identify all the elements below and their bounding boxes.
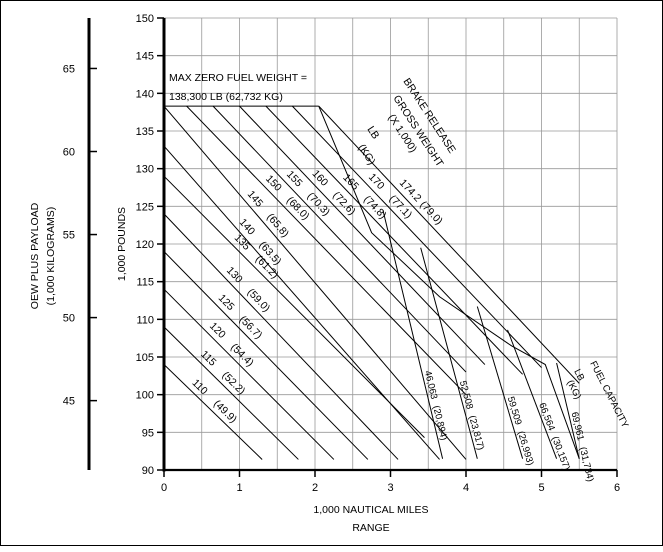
gross-weight-kg: (65.8) (264, 211, 291, 240)
fuel-capacity-title: (KG) (564, 378, 583, 401)
fuel-capacity-line (420, 247, 478, 459)
gross-weight-line (163, 288, 335, 460)
fuel-capacity-line (507, 329, 558, 459)
fuel-capacity-kg: (23,817) (466, 414, 486, 451)
gross-weight-lb: 115 (198, 348, 218, 368)
fuel-capacity-line (476, 306, 524, 459)
kg-axis-title: OEW PLUS PAYLOAD (29, 202, 41, 309)
fuel-capacity-label: 52,508(23,817) (457, 380, 486, 452)
gross-weight-line (291, 105, 542, 368)
gross-weight-lb: 125 (216, 292, 237, 313)
y-tick-label: 140 (136, 88, 154, 100)
mzfw-label-line1: MAX ZERO FUEL WEIGHT = (169, 72, 307, 84)
x-tick-label: 3 (387, 482, 393, 494)
y-tick-label: 130 (136, 164, 154, 176)
fuel-capacity-lb: 59,509 (505, 395, 524, 426)
kg-tick-label: 50 (63, 313, 75, 325)
gross-weight-kg: (79.0) (417, 199, 445, 227)
fuel-capacity-envelope (318, 105, 580, 459)
fuel-capacity-kg: (20,894) (430, 405, 449, 442)
kg-axis-subtitle: (1,000 KILOGRAMS) (45, 207, 57, 306)
mzfw-label-line2: 138,300 LB (62,732 KG) (169, 91, 283, 103)
fuel-capacity-title: LB (571, 367, 586, 382)
y-tick-label: 100 (136, 390, 154, 402)
gross-weight-line (163, 105, 467, 460)
x-tick-label: 2 (312, 482, 318, 494)
fuel-capacity-line (382, 209, 444, 459)
fuel-capacity-label: 59,509 (26,993) (505, 395, 536, 467)
gross-weight-kg: (54.4) (228, 341, 256, 369)
gross-weight-line (186, 105, 467, 396)
y-tick-label: 135 (136, 126, 154, 138)
gross-weight-line (265, 105, 523, 375)
gross-weight-line (318, 105, 580, 384)
fuel-capacity-label: 69,961(31,734) (569, 411, 596, 483)
gross-weight-kg: (49.9) (211, 398, 239, 426)
y-tick-label: 150 (136, 13, 154, 25)
y-tick-label: 105 (136, 352, 154, 364)
gross-weight-line (163, 364, 263, 460)
kg-tick-label: 60 (63, 147, 75, 159)
gross-weight-lb: 170 (366, 171, 387, 192)
y-tick-label: 120 (136, 239, 154, 251)
y-tick-label: 95 (142, 427, 154, 439)
y-tick-label: 145 (136, 51, 154, 63)
y-tick-label: 110 (136, 314, 154, 326)
gross-weight-line (239, 105, 486, 365)
x-tick-label: 4 (463, 482, 469, 494)
brake-release-title: LB (364, 124, 381, 141)
gross-weight-line (163, 326, 299, 460)
kg-tick-label: 65 (63, 63, 75, 75)
gross-weight-line (163, 213, 399, 460)
x-axis-title: 1,000 NAUTICAL MILES (313, 504, 428, 516)
gross-weight-lb: 110 (190, 377, 210, 397)
fuel-capacity-kg: (30,157) (549, 435, 572, 472)
gross-weight-line (163, 145, 440, 460)
gross-weight-lb: 130 (224, 265, 245, 286)
x-tick-label: 0 (161, 482, 167, 494)
gross-weight-line (212, 105, 467, 373)
fuel-capacity-kg: (26,993) (515, 430, 536, 467)
gross-weight-kg: (56.7) (237, 314, 265, 342)
gross-weight-line (163, 251, 369, 460)
gross-weight-line (163, 175, 425, 438)
fuel-capacity-line (556, 362, 580, 459)
gross-weight-kg: (59.0) (245, 286, 273, 314)
y-axis-title: 1,000 POUNDS (116, 207, 128, 281)
x-axis-subtitle: RANGE (352, 522, 389, 534)
x-tick-label: 6 (614, 482, 620, 494)
gross-weight-kg: (52.2) (219, 369, 247, 397)
fuel-capacity-lb: 66,564 (536, 401, 557, 432)
y-tick-label: 115 (136, 277, 154, 289)
kg-tick-label: 45 (63, 396, 75, 408)
gross-weight-lb: 120 (207, 320, 228, 341)
kg-tick-label: 55 (63, 230, 75, 242)
x-tick-label: 1 (236, 482, 242, 494)
brake-release-title: (KG) (355, 142, 377, 167)
gross-weight-kg: (72.6) (330, 189, 358, 217)
y-tick-label: 90 (142, 465, 154, 477)
y-tick-label: 125 (136, 201, 154, 213)
x-tick-label: 5 (538, 482, 544, 494)
gross-weight-lb: 150 (263, 173, 284, 194)
